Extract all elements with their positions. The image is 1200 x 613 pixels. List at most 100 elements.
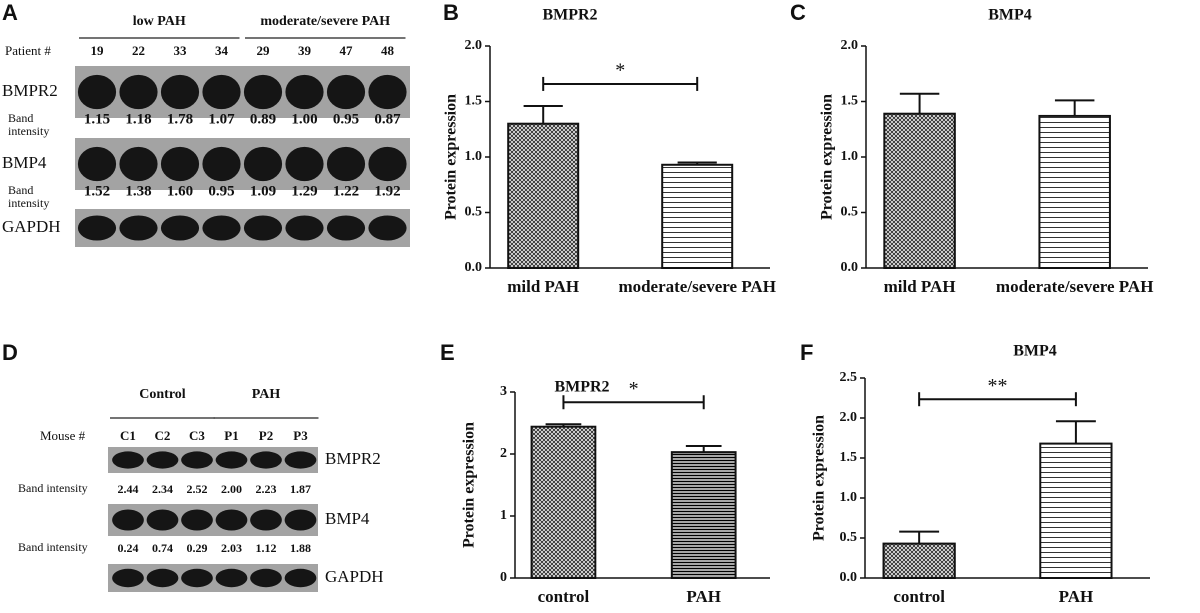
y-tick-label: 0.0 bbox=[840, 570, 858, 585]
band-intensity: 2.44 bbox=[118, 482, 139, 496]
band-intensity: 0.74 bbox=[152, 541, 173, 555]
sample-id: 29 bbox=[257, 43, 271, 58]
protein-label: BMP4 bbox=[2, 153, 47, 172]
blot-band bbox=[243, 74, 283, 110]
band-intensity: 1.29 bbox=[291, 183, 317, 199]
blot-band bbox=[368, 146, 407, 182]
blot-band bbox=[112, 568, 144, 588]
blot-band bbox=[119, 215, 158, 241]
blot-band bbox=[284, 509, 317, 531]
bar bbox=[882, 542, 956, 579]
sample-id: 39 bbox=[298, 43, 312, 58]
bar bbox=[1038, 114, 1111, 270]
blot-band bbox=[77, 74, 117, 110]
blot-band bbox=[326, 215, 366, 241]
blot-band bbox=[202, 146, 241, 182]
blot-band bbox=[119, 74, 158, 110]
band-intensity: 1.87 bbox=[290, 482, 311, 496]
band-intensity: 1.15 bbox=[84, 111, 110, 127]
blot-band bbox=[119, 146, 158, 182]
blot-band bbox=[202, 74, 241, 110]
blot-band bbox=[285, 74, 324, 110]
panel-letter: A bbox=[2, 0, 18, 25]
blot-band bbox=[243, 146, 283, 182]
band-intensity: 0.95 bbox=[208, 183, 234, 199]
panel-letter: E bbox=[440, 340, 455, 365]
panel-letter: F bbox=[800, 340, 813, 365]
protein-label: GAPDH bbox=[2, 217, 61, 236]
group-label: low PAH bbox=[133, 14, 186, 29]
y-tick-label: 0.5 bbox=[841, 205, 859, 220]
y-tick-label: 1.0 bbox=[840, 490, 858, 505]
blot-band bbox=[112, 509, 144, 531]
y-tick-label: 1.5 bbox=[841, 94, 859, 109]
y-tick-label: 0.0 bbox=[841, 260, 859, 275]
x-tick-label: mild PAH bbox=[883, 277, 956, 296]
sample-id: P2 bbox=[259, 428, 273, 443]
band-intensity: 1.22 bbox=[333, 183, 359, 199]
band-intensity: 2.34 bbox=[152, 482, 173, 496]
x-tick-label: PAH bbox=[1058, 587, 1094, 606]
blot-band bbox=[146, 568, 179, 588]
y-tick-label: 1.5 bbox=[840, 450, 858, 465]
blot-band bbox=[215, 451, 248, 469]
protein-label: BMP4 bbox=[325, 509, 370, 528]
blot-band bbox=[181, 568, 213, 588]
y-tick-label: 1 bbox=[500, 508, 507, 523]
sample-id: 33 bbox=[174, 43, 188, 58]
bar bbox=[530, 425, 597, 579]
blot-band bbox=[215, 568, 248, 588]
bar bbox=[661, 163, 734, 270]
sample-label: Patient # bbox=[5, 43, 51, 58]
blot-band bbox=[181, 509, 213, 531]
blot-band bbox=[215, 509, 248, 531]
y-tick-label: 0.5 bbox=[465, 205, 483, 220]
blot-band bbox=[202, 215, 241, 241]
band-intensity: 1.18 bbox=[125, 111, 151, 127]
y-tick-label: 2.0 bbox=[840, 410, 858, 425]
x-tick-label: control bbox=[537, 587, 590, 606]
sample-id: 22 bbox=[132, 43, 145, 58]
blot-band bbox=[285, 146, 324, 182]
band-intensity: 1.09 bbox=[250, 183, 276, 199]
band-intensity: 1.60 bbox=[167, 183, 193, 199]
blot-band bbox=[368, 74, 407, 110]
blot-band bbox=[250, 509, 282, 531]
sample-id: C2 bbox=[155, 428, 171, 443]
y-tick-label: 0.5 bbox=[840, 530, 858, 545]
sample-label: Mouse # bbox=[40, 428, 86, 443]
x-tick-label: mild PAH bbox=[507, 277, 580, 296]
x-tick-label: PAH bbox=[686, 587, 721, 606]
blot-band bbox=[146, 451, 179, 469]
band-intensity: 0.89 bbox=[250, 111, 276, 127]
y-tick-label: 1.0 bbox=[465, 149, 483, 164]
blot-band bbox=[250, 568, 282, 588]
band-intensity-label: Band intensity bbox=[8, 111, 50, 139]
blot-band bbox=[250, 451, 282, 469]
band-intensity: 0.87 bbox=[374, 111, 401, 127]
y-tick-label: 3 bbox=[500, 384, 507, 399]
group-label: PAH bbox=[252, 387, 281, 402]
blot-band bbox=[326, 74, 366, 110]
band-intensity-label: Band intensity bbox=[8, 183, 50, 211]
y-axis-label: Protein expression bbox=[443, 94, 460, 220]
sample-id: 47 bbox=[340, 43, 354, 58]
blot-band bbox=[368, 215, 407, 241]
band-intensity: 0.24 bbox=[118, 541, 139, 555]
blot-band bbox=[243, 215, 283, 241]
y-axis-label: Protein expression bbox=[819, 94, 836, 220]
sample-id: C3 bbox=[189, 428, 205, 443]
protein-label: BMPR2 bbox=[325, 449, 381, 468]
blot-band bbox=[146, 509, 179, 531]
chart-title: BMPR2 bbox=[542, 7, 597, 24]
y-axis-label: Protein expression bbox=[811, 415, 828, 541]
chart-title: BMPR2 bbox=[554, 379, 609, 396]
bar bbox=[883, 112, 956, 269]
band-intensity: 1.00 bbox=[291, 111, 317, 127]
sample-id: 19 bbox=[91, 43, 105, 58]
panel-letter: B bbox=[443, 0, 459, 25]
blot-band bbox=[284, 451, 317, 469]
x-tick-label: moderate/severe PAH bbox=[618, 277, 776, 296]
blot-band bbox=[284, 568, 317, 588]
